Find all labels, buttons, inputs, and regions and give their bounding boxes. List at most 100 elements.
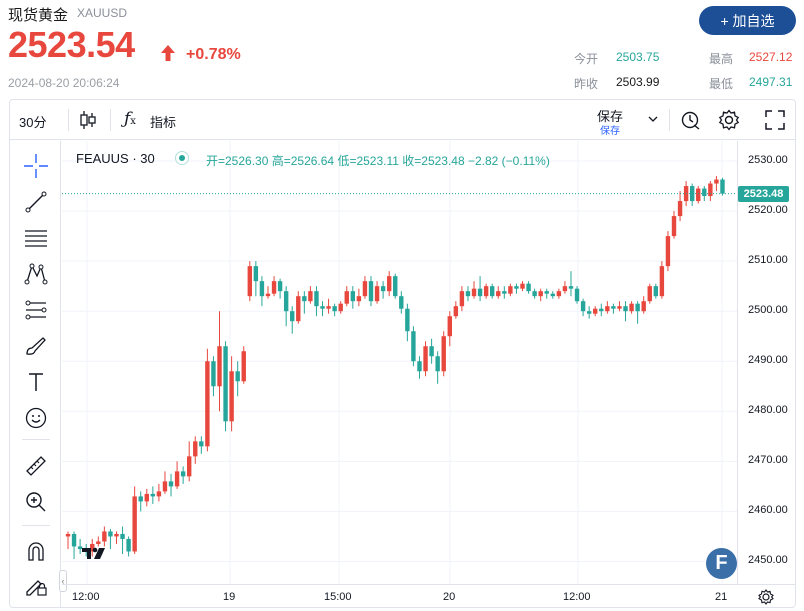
candle bbox=[368, 276, 374, 307]
candle bbox=[114, 531, 119, 544]
candle bbox=[380, 281, 386, 299]
candle bbox=[356, 288, 362, 307]
candle bbox=[65, 531, 71, 549]
candle bbox=[241, 346, 246, 384]
time-axis[interactable]: 12:00 19 15:00 20 12:00 21 bbox=[62, 584, 795, 607]
candle-body bbox=[671, 216, 677, 237]
candle-body bbox=[417, 361, 422, 372]
projection-icon[interactable] bbox=[23, 297, 49, 323]
candle bbox=[199, 436, 204, 454]
candle-body bbox=[120, 533, 125, 539]
candle bbox=[187, 441, 192, 482]
candle-body bbox=[483, 286, 489, 297]
candle bbox=[508, 283, 513, 297]
candle bbox=[247, 261, 252, 302]
candle bbox=[223, 341, 228, 432]
candle bbox=[362, 276, 368, 299]
candle-body bbox=[429, 346, 434, 357]
candle-body bbox=[344, 291, 349, 304]
candle-body bbox=[102, 531, 107, 542]
legend-ohlc: 开=2526.30 高=2526.64 低=2523.11 收=2523.48 … bbox=[206, 154, 550, 168]
candle bbox=[550, 291, 555, 299]
chevron-down-icon[interactable] bbox=[648, 115, 658, 123]
candle-body bbox=[629, 303, 634, 312]
candle-body bbox=[380, 286, 386, 292]
candle-body bbox=[211, 361, 216, 387]
gear-icon[interactable] bbox=[717, 108, 741, 132]
interval-selector[interactable]: 30分 bbox=[19, 115, 47, 130]
candle-body bbox=[168, 481, 174, 487]
indicator-button[interactable]: 指标 bbox=[150, 115, 177, 130]
candle bbox=[314, 286, 319, 317]
candle-body bbox=[526, 283, 531, 292]
candle bbox=[350, 286, 356, 309]
settings-icon[interactable] bbox=[757, 588, 775, 606]
pattern-icon[interactable] bbox=[23, 261, 49, 287]
instrument-name: 现货黄金 bbox=[8, 7, 69, 24]
candle bbox=[168, 473, 174, 497]
candle-body bbox=[150, 493, 156, 497]
candle-body bbox=[490, 286, 495, 297]
candle-body bbox=[77, 546, 83, 549]
magnet-icon[interactable] bbox=[23, 538, 49, 564]
candle-body bbox=[556, 291, 562, 297]
indicator-fx-icon[interactable]: ƒx bbox=[124, 109, 136, 129]
candle-body bbox=[374, 286, 380, 302]
candle-body bbox=[180, 471, 186, 477]
candle-body bbox=[623, 306, 628, 312]
candle-body bbox=[677, 201, 683, 217]
price-tick-label: 2510.00 bbox=[748, 254, 788, 267]
ruler-icon[interactable] bbox=[23, 453, 49, 479]
candle-body bbox=[568, 286, 574, 289]
zoom-in-icon[interactable] bbox=[23, 489, 49, 515]
candlestick-chart[interactable] bbox=[62, 141, 737, 584]
candle-body bbox=[496, 291, 501, 297]
candles-icon[interactable] bbox=[78, 108, 98, 132]
save-sublabel: 保存 bbox=[600, 126, 620, 137]
candle-body bbox=[720, 179, 725, 194]
trendline-icon[interactable] bbox=[23, 189, 49, 215]
fib-lines-icon[interactable] bbox=[23, 225, 49, 251]
candle-body bbox=[187, 456, 192, 477]
alert-clock-icon[interactable] bbox=[679, 108, 703, 132]
emoji-icon[interactable] bbox=[23, 405, 49, 431]
candle-body bbox=[647, 286, 652, 302]
add-watchlist-button[interactable]: + 加自选 bbox=[699, 6, 796, 35]
candle-body bbox=[641, 301, 646, 312]
candle-body bbox=[314, 291, 319, 307]
candle-body bbox=[574, 288, 580, 302]
save-button[interactable]: 保存 bbox=[597, 109, 624, 124]
brush-icon[interactable] bbox=[23, 333, 49, 359]
candle bbox=[532, 288, 537, 299]
candle bbox=[332, 303, 337, 317]
candle bbox=[296, 291, 301, 324]
candle-body bbox=[665, 236, 671, 267]
candle bbox=[647, 283, 652, 304]
candle bbox=[586, 306, 592, 319]
candle-body bbox=[635, 303, 640, 312]
candle-body bbox=[144, 493, 149, 502]
text-icon[interactable] bbox=[23, 369, 49, 395]
price-axis[interactable]: 2530.00 2520.00 2510.00 2500.00 2490.00 2480.… bbox=[737, 141, 795, 584]
lock-pencil-icon[interactable] bbox=[23, 573, 49, 599]
crosshair-icon[interactable] bbox=[23, 153, 49, 179]
candle-body bbox=[96, 541, 101, 544]
candle bbox=[708, 181, 713, 202]
prev-close-value: 2503.99 bbox=[616, 75, 660, 89]
candle-body bbox=[235, 371, 240, 382]
time-tick-label: 21 bbox=[715, 591, 728, 603]
collapse-toolbar-handle[interactable]: ‹ bbox=[59, 570, 67, 592]
candle bbox=[483, 283, 489, 299]
candle-body bbox=[174, 471, 180, 487]
chart-widget bbox=[9, 99, 796, 608]
low-label: 最低 bbox=[709, 77, 734, 91]
candle-body bbox=[114, 533, 119, 537]
candle bbox=[71, 531, 77, 559]
candle bbox=[344, 286, 349, 307]
candle bbox=[259, 276, 265, 307]
candle bbox=[374, 281, 380, 304]
price-tick-label: 2500.00 bbox=[748, 304, 788, 317]
candle bbox=[593, 306, 598, 317]
fullscreen-icon[interactable] bbox=[764, 109, 786, 131]
candle-body bbox=[332, 306, 337, 312]
